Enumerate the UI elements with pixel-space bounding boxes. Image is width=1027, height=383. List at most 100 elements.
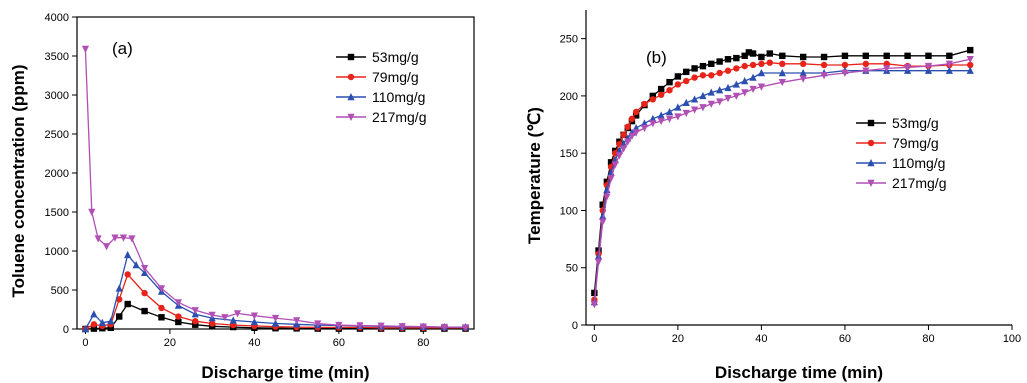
data-point bbox=[862, 67, 870, 75]
data-point bbox=[377, 322, 385, 330]
data-point bbox=[111, 234, 119, 242]
data-point bbox=[657, 117, 665, 126]
data-point bbox=[904, 52, 911, 60]
data-point bbox=[925, 52, 932, 60]
x-tick-label: 40 bbox=[755, 333, 767, 345]
legend-marker bbox=[867, 119, 875, 127]
data-point bbox=[682, 98, 690, 106]
data-point bbox=[611, 161, 619, 169]
series-217mg-g bbox=[590, 56, 974, 309]
data-point bbox=[966, 66, 974, 74]
data-point bbox=[841, 61, 849, 69]
data-point bbox=[657, 85, 665, 93]
data-point bbox=[599, 212, 607, 220]
data-point bbox=[640, 124, 649, 132]
data-point bbox=[632, 108, 640, 116]
data-point bbox=[657, 91, 665, 98]
chart-panel-b: 0 20 40 60 80 100 0 50 100 150 200 250 Discharge tim… bbox=[525, 10, 1021, 382]
data-point bbox=[841, 69, 849, 77]
legend-marker bbox=[347, 73, 355, 81]
data-point bbox=[778, 69, 786, 77]
data-point bbox=[758, 53, 765, 61]
data-point bbox=[716, 69, 723, 77]
data-point bbox=[98, 318, 106, 326]
x-tick-label: 60 bbox=[333, 337, 345, 349]
y-tick-label: 3500 bbox=[45, 51, 69, 63]
data-point bbox=[741, 52, 748, 60]
data-point bbox=[716, 86, 724, 94]
data-point bbox=[691, 74, 698, 81]
data-point bbox=[749, 50, 757, 57]
data-point bbox=[175, 318, 182, 326]
data-point bbox=[615, 152, 624, 160]
data-point bbox=[699, 91, 707, 100]
data-point bbox=[419, 323, 427, 331]
data-point bbox=[674, 81, 682, 88]
data-point bbox=[619, 145, 628, 153]
y-axis-title: Temperature (℃) bbox=[525, 107, 544, 244]
data-point bbox=[594, 258, 603, 266]
data-point bbox=[682, 109, 690, 118]
x-tick-label: 60 bbox=[839, 333, 851, 345]
data-point bbox=[115, 284, 123, 292]
data-point bbox=[192, 321, 199, 328]
data-point bbox=[119, 234, 128, 242]
data-point bbox=[683, 77, 690, 85]
legend-entry: 53mg/g bbox=[336, 49, 419, 65]
data-point bbox=[820, 61, 828, 69]
data-point bbox=[271, 314, 280, 323]
data-point bbox=[724, 56, 732, 63]
data-point bbox=[779, 60, 786, 68]
data-point bbox=[716, 58, 723, 65]
data-point bbox=[724, 83, 732, 92]
legend-marker bbox=[347, 113, 355, 121]
y-tick-label: 150 bbox=[560, 148, 578, 160]
data-point bbox=[607, 159, 615, 166]
data-point bbox=[799, 60, 807, 68]
data-point bbox=[107, 317, 115, 325]
legend-entry: 110mg/g bbox=[856, 155, 945, 171]
data-point bbox=[94, 235, 102, 243]
data-point bbox=[967, 61, 974, 69]
data-point bbox=[649, 120, 657, 128]
data-point bbox=[883, 52, 890, 60]
data-point bbox=[250, 317, 258, 326]
legend-label: 79mg/g bbox=[372, 69, 419, 85]
data-point bbox=[649, 92, 657, 100]
data-point bbox=[707, 88, 715, 96]
data-point bbox=[632, 129, 640, 137]
legend-entry: 53mg/g bbox=[856, 115, 939, 131]
legend-label: 217mg/g bbox=[892, 175, 946, 191]
data-point bbox=[158, 304, 165, 312]
data-point bbox=[946, 52, 953, 60]
legend-marker bbox=[347, 93, 355, 101]
data-point bbox=[683, 68, 690, 76]
data-point bbox=[293, 317, 301, 325]
y-tick-label: 200 bbox=[560, 91, 578, 103]
data-point bbox=[924, 66, 933, 74]
data-point bbox=[116, 296, 123, 303]
data-point bbox=[903, 64, 912, 72]
data-point bbox=[124, 250, 132, 259]
data-point bbox=[758, 60, 765, 68]
data-point bbox=[749, 85, 757, 94]
data-point bbox=[779, 52, 786, 60]
series-line bbox=[593, 49, 971, 293]
data-point bbox=[749, 61, 757, 69]
data-point bbox=[124, 271, 131, 278]
data-point bbox=[766, 59, 773, 66]
data-point bbox=[757, 69, 766, 77]
data-point bbox=[732, 80, 740, 88]
chart-panel-a: 0 20 40 60 80 0 500 1000 1500 2000 2500 3000 3500 400… bbox=[9, 12, 475, 382]
panel-label: (b) bbox=[646, 48, 667, 67]
data-point bbox=[271, 319, 280, 327]
data-point bbox=[632, 112, 640, 119]
data-point bbox=[440, 323, 449, 332]
data-point bbox=[674, 113, 682, 121]
data-point bbox=[221, 314, 229, 322]
data-point bbox=[81, 45, 90, 53]
x-axis-title: Discharge time (min) bbox=[715, 363, 883, 382]
x-tick-label: 0 bbox=[591, 333, 597, 345]
data-point bbox=[799, 75, 807, 83]
data-point bbox=[141, 289, 148, 297]
